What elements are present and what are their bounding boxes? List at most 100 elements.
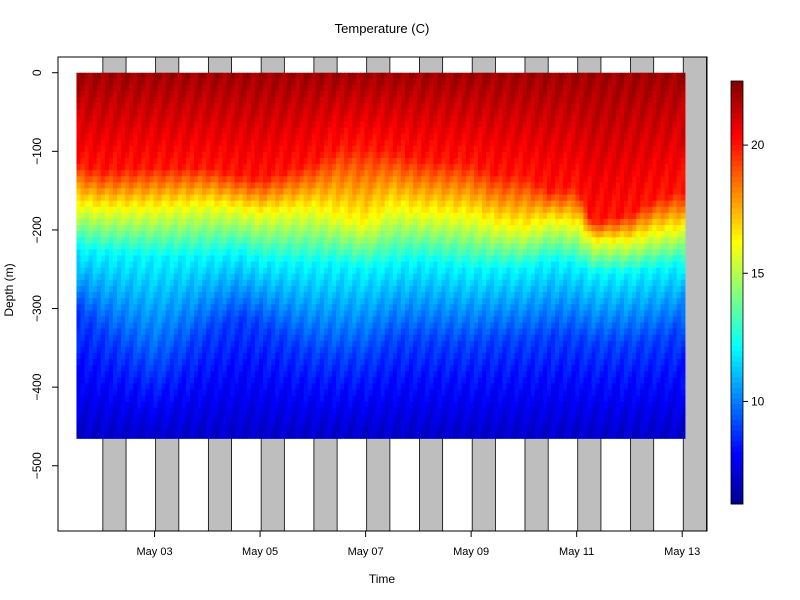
heat-cell [271,426,276,433]
heat-cell [210,200,215,208]
heat-cell [177,255,183,263]
heat-cell [331,419,337,427]
heat-cell [388,90,394,98]
heat-cell [348,97,353,104]
heat-cell [210,285,215,293]
heat-cell [177,322,183,330]
heat-cell [129,304,134,311]
heat-cell [214,340,220,348]
heat-cell [125,194,130,202]
heat-cell [409,401,414,409]
heat-cell [344,304,349,311]
heat-cell [327,395,333,403]
heat-cell [275,158,280,165]
heat-cell [404,261,410,269]
heat-cell [173,218,179,226]
heat-cell [364,322,370,330]
heat-cell [396,395,402,403]
heat-cell [287,413,293,421]
heat-cell [88,261,94,269]
heat-cell [299,292,305,299]
heat-cell [331,292,337,299]
heat-cell [84,346,90,354]
heat-cell [344,322,349,330]
heat-cell [348,292,353,299]
heat-cell [149,432,155,439]
heat-cell [323,164,329,171]
heat-cell [242,395,248,403]
heat-cell [323,176,329,183]
heat-cell [299,121,305,129]
heat-cell [96,158,102,165]
heat-cell [336,365,341,372]
heat-cell [388,352,394,360]
heat-cell [323,200,329,208]
heat-cell [153,121,159,129]
heat-cell [222,237,228,244]
heat-cell [84,298,90,305]
heat-cell [396,328,402,336]
heat-cell [279,359,284,366]
heat-cell [88,72,94,80]
heat-cell [206,432,211,439]
heat-cell [104,218,110,226]
heat-cell [169,279,175,287]
heat-cell [340,103,345,110]
heat-cell [96,176,102,183]
heat-cell [125,90,130,98]
heat-cell [283,145,288,153]
heat-cell [177,285,183,293]
heat-cell [271,267,276,275]
heat-cell [331,170,337,177]
heat-cell [307,365,313,372]
heat-cell [149,72,155,80]
heat-cell [275,292,280,299]
heat-cell [279,170,284,177]
heat-cell [226,304,232,311]
heat-cell [283,182,288,190]
heat-cell [396,267,402,275]
heat-cell [177,413,183,421]
heat-cell [190,84,195,92]
heat-cell [185,371,191,378]
heat-cell [340,164,345,171]
heat-cell [165,237,171,244]
heat-cell [230,304,236,311]
heat-cell [92,158,98,165]
heat-cell [169,72,175,80]
heat-cell [210,139,215,147]
heat-cell [271,231,276,238]
heat-cell [230,145,236,153]
heat-cell [173,109,179,116]
heat-cell [368,359,374,366]
heat-cell [283,115,288,123]
heat-cell [368,115,374,123]
heat-cell [254,267,260,275]
heat-cell [157,352,163,360]
heat-cell [202,78,207,86]
heat-cell [226,413,232,421]
heat-cell [275,279,280,287]
heat-cell [319,292,325,299]
heat-cell [145,109,151,116]
heat-cell [218,139,224,147]
heat-cell [226,206,232,214]
heat-cell [218,407,224,415]
heat-cell [392,304,398,311]
heat-cell [181,72,187,80]
heat-cell [287,84,293,92]
heat-cell [80,273,86,281]
heat-cell [331,249,337,257]
heat-cell [254,121,260,129]
heat-cell [157,200,163,208]
heat-cell [117,316,122,324]
heat-cell [165,261,171,269]
heat-cell [356,407,361,415]
heat-cell [287,407,293,415]
heat-cell [153,340,159,348]
heat-cell [380,218,386,226]
heat-cell [177,365,183,372]
heat-cell [238,346,244,354]
heat-cell [348,218,353,226]
heat-cell [258,218,264,226]
